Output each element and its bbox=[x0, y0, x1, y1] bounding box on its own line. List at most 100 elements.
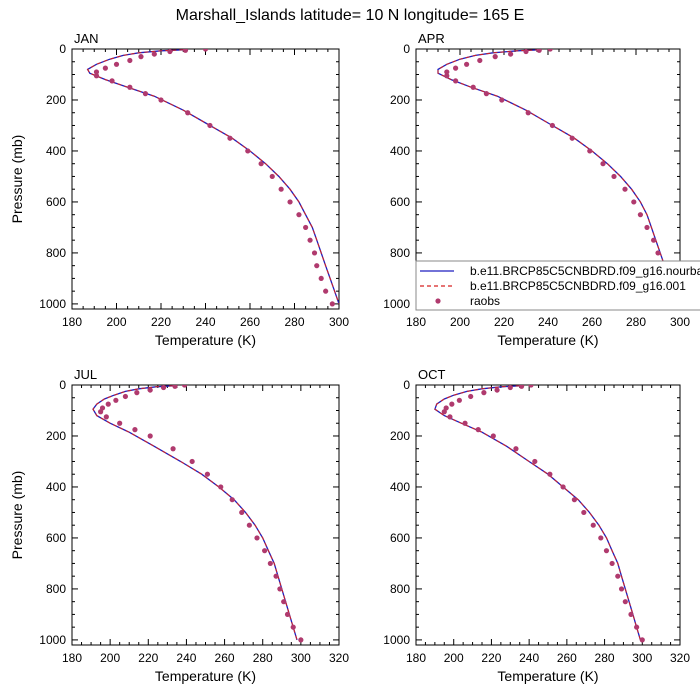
x-tick-label: 320 bbox=[329, 651, 349, 665]
x-tick-label: 260 bbox=[557, 651, 577, 665]
legend-marker bbox=[435, 298, 441, 304]
raobs-point bbox=[609, 560, 615, 567]
raobs-point bbox=[581, 509, 587, 516]
raobs-point bbox=[622, 599, 628, 605]
raobs-point bbox=[296, 212, 302, 218]
raobs-point bbox=[138, 54, 144, 60]
panels: 180 200 220 240 260 280 300 0 200 400 600 800 1000 JA… bbox=[9, 31, 690, 684]
series-group bbox=[434, 385, 645, 643]
raobs-point bbox=[470, 84, 476, 90]
raobs-point bbox=[628, 611, 634, 618]
raobs-point bbox=[507, 385, 513, 391]
y-tick-label: 0 bbox=[59, 378, 66, 392]
raobs-point bbox=[281, 599, 287, 605]
raobs-point bbox=[269, 173, 275, 180]
raobs-point bbox=[444, 69, 450, 75]
x-tick-label: 320 bbox=[670, 651, 690, 665]
x-tick-label: 260 bbox=[582, 315, 602, 329]
raobs-point bbox=[132, 427, 138, 433]
raobs-point bbox=[644, 224, 650, 231]
panel-title: OCT bbox=[418, 367, 446, 382]
raobs-point bbox=[303, 224, 309, 231]
raobs-point bbox=[462, 420, 468, 426]
raobs-point bbox=[441, 409, 447, 415]
y-tick-label: 600 bbox=[390, 195, 410, 209]
x-tick-label: 180 bbox=[406, 651, 426, 665]
y-tick-label: 400 bbox=[390, 144, 410, 158]
raobs-point bbox=[590, 522, 596, 528]
raobs-point bbox=[167, 49, 173, 55]
raobs-point bbox=[622, 186, 628, 192]
x-tick-label: 180 bbox=[62, 651, 82, 665]
raobs-point bbox=[277, 586, 283, 592]
raobs-point bbox=[449, 401, 455, 407]
series-line-001 bbox=[434, 385, 641, 641]
figure-title: Marshall_Islands latitude= 10 N longitud… bbox=[176, 7, 525, 24]
raobs-point bbox=[528, 385, 534, 388]
x-tick-label: 240 bbox=[176, 651, 196, 665]
raobs-point bbox=[182, 49, 189, 53]
y-tick-label: 200 bbox=[390, 429, 410, 443]
raobs-point bbox=[181, 385, 188, 388]
raobs-point bbox=[245, 148, 251, 154]
raobs-point bbox=[117, 420, 123, 426]
raobs-point bbox=[160, 385, 167, 391]
raobs-point bbox=[615, 573, 621, 579]
y-tick-label: 1000 bbox=[39, 633, 66, 647]
raobs-point bbox=[227, 135, 233, 141]
y-tick-label: 600 bbox=[46, 531, 66, 545]
raobs-point bbox=[170, 446, 176, 452]
raobs-point bbox=[103, 414, 109, 420]
y-tick-label: 800 bbox=[390, 582, 410, 596]
panel-title: JAN bbox=[74, 31, 99, 46]
raobs-point bbox=[598, 535, 604, 541]
raobs-point bbox=[311, 250, 318, 256]
raobs-point bbox=[600, 161, 606, 167]
raobs-point bbox=[490, 433, 496, 439]
x-tick-label: 180 bbox=[62, 315, 82, 329]
x-tick-label: 280 bbox=[595, 651, 615, 665]
raobs-point bbox=[547, 471, 553, 477]
raobs-point bbox=[151, 51, 157, 57]
raobs-point bbox=[618, 586, 625, 592]
raobs-point bbox=[637, 212, 644, 218]
series-line-001 bbox=[92, 385, 298, 641]
raobs-point bbox=[218, 484, 224, 490]
raobs-point bbox=[536, 49, 542, 53]
raobs-point bbox=[329, 301, 335, 307]
x-tick-label: 220 bbox=[151, 315, 171, 329]
raobs-point bbox=[287, 199, 293, 205]
raobs-point bbox=[147, 387, 153, 393]
raobs-point bbox=[651, 237, 657, 243]
panel-jul: 180 200 220 240 260 280 300 320 0 200 400 600 800 100… bbox=[9, 367, 349, 684]
raobs-point bbox=[122, 393, 128, 400]
x-tick-label: 200 bbox=[450, 315, 470, 329]
x-tick-label: 240 bbox=[195, 315, 215, 329]
x-axis-label: Temperature (K) bbox=[497, 668, 598, 684]
raobs-point bbox=[468, 393, 474, 400]
legend-box bbox=[415, 260, 700, 311]
x-tick-label: 200 bbox=[106, 315, 126, 329]
x-tick-label: 280 bbox=[284, 315, 304, 329]
raobs-point bbox=[519, 385, 525, 389]
raobs-point bbox=[172, 385, 178, 389]
raobs-point bbox=[134, 390, 140, 396]
x-axis-label: Temperature (K) bbox=[155, 668, 256, 684]
raobs-point bbox=[631, 199, 637, 205]
raobs-point bbox=[109, 78, 115, 84]
x-tick-label: 240 bbox=[538, 315, 558, 329]
raobs-point bbox=[655, 250, 661, 256]
raobs-point bbox=[307, 237, 313, 243]
panel-jan: 180 200 220 240 260 280 300 0 200 400 600 800 1000 JA… bbox=[9, 31, 349, 348]
y-tick-label: 0 bbox=[59, 42, 66, 56]
raobs-point bbox=[254, 535, 260, 541]
y-axis-label: Pressure (mb) bbox=[9, 471, 25, 560]
raobs-point bbox=[499, 97, 505, 103]
x-axis-label: Temperature (K) bbox=[155, 332, 256, 348]
y-tick-label: 800 bbox=[46, 582, 66, 596]
raobs-point bbox=[492, 54, 498, 60]
raobs-point bbox=[639, 637, 645, 643]
x-tick-label: 300 bbox=[291, 651, 311, 665]
raobs-point bbox=[603, 548, 610, 554]
